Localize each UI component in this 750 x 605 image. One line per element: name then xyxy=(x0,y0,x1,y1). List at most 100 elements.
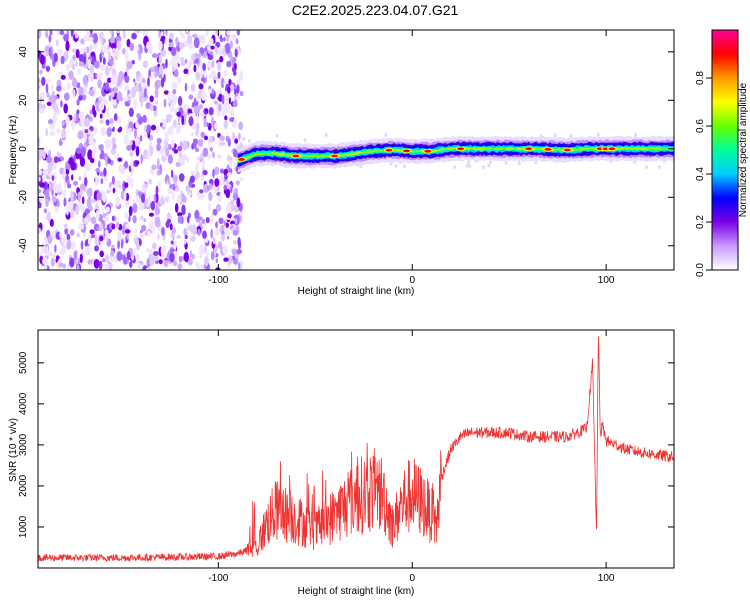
ridge-hotspot xyxy=(331,154,339,158)
noise-speckle xyxy=(157,40,163,51)
noise-speckle xyxy=(65,206,69,216)
noise-speckle xyxy=(98,96,103,102)
noise-speckle xyxy=(67,183,72,189)
noise-speckle xyxy=(42,150,46,160)
noise-speckle xyxy=(220,224,225,231)
noise-speckle xyxy=(191,124,196,130)
noise-speckle xyxy=(150,200,156,211)
noise-speckle xyxy=(194,147,200,153)
colorbar-tick-label: 0.4 xyxy=(695,167,706,181)
noise-speckle xyxy=(205,30,209,37)
noise-speckle xyxy=(210,228,214,239)
noise-speckle xyxy=(108,95,112,102)
noise-speckle xyxy=(62,189,67,199)
noise-speckle xyxy=(220,234,226,242)
noise-speckle xyxy=(141,224,147,232)
noise-speckle xyxy=(105,254,109,263)
noise-speckle xyxy=(46,92,50,98)
noise-speckle xyxy=(167,154,173,164)
noise-speckle xyxy=(98,144,104,151)
noise-speckle xyxy=(135,145,140,157)
noise-speckle xyxy=(136,243,140,251)
noise-speckle xyxy=(160,245,166,257)
noise-speckle xyxy=(139,203,145,209)
noise-speckle xyxy=(87,36,94,42)
noise-speckle xyxy=(181,204,186,216)
noise-speckle xyxy=(215,204,222,212)
noise-speckle xyxy=(117,157,123,162)
noise-speckle xyxy=(179,42,185,50)
noise-speckle xyxy=(389,161,393,166)
noise-speckle xyxy=(87,135,94,146)
noise-speckle xyxy=(209,147,213,152)
noise-speckle xyxy=(116,30,121,34)
noise-speckle xyxy=(87,59,92,69)
noise-speckle xyxy=(174,203,179,213)
snr-y-tick-label: 1000 xyxy=(18,515,29,538)
ridge-hotspot xyxy=(457,147,465,151)
noise-speckle xyxy=(120,238,124,249)
noise-speckle xyxy=(45,246,49,257)
noise-speckle xyxy=(193,64,197,73)
noise-speckle xyxy=(324,133,328,137)
noise-speckle xyxy=(151,169,155,175)
noise-speckle xyxy=(217,45,224,56)
noise-speckle xyxy=(131,87,136,98)
snr-panel: -100 0 100 1000 2000 3000 4000 5000 Height of … xyxy=(8,329,675,597)
noise-speckle xyxy=(394,163,398,168)
noise-speckle xyxy=(106,158,112,164)
noise-speckle xyxy=(104,215,110,222)
noise-speckle xyxy=(136,113,141,119)
noise-speckle xyxy=(80,240,84,250)
noise-speckle xyxy=(106,189,111,194)
noise-speckle xyxy=(453,165,457,170)
noise-speckle xyxy=(170,47,177,56)
noise-speckle xyxy=(504,160,508,165)
noise-speckle xyxy=(52,112,58,123)
noise-speckle xyxy=(205,217,210,224)
noise-speckle xyxy=(71,48,77,53)
noise-speckle xyxy=(75,113,79,125)
noise-speckle xyxy=(68,70,74,80)
noise-speckle xyxy=(169,102,175,113)
colorbar: 0.0 0.2 0.4 0.6 0.8 Normalized spectral ampl… xyxy=(695,29,749,277)
noise-speckle xyxy=(159,197,165,206)
noise-speckle xyxy=(176,235,181,239)
noise-speckle xyxy=(230,220,236,225)
noise-speckle xyxy=(194,105,200,115)
noise-speckle xyxy=(42,257,49,265)
noise-speckle xyxy=(118,126,123,132)
noise-speckle xyxy=(71,63,76,71)
noise-speckle xyxy=(84,177,88,187)
noise-speckle xyxy=(90,216,97,225)
noise-speckle xyxy=(90,116,93,123)
noise-speckle xyxy=(110,249,115,258)
noise-speckle xyxy=(132,202,138,214)
noise-speckle xyxy=(155,185,159,196)
noise-speckle xyxy=(107,77,112,83)
noise-speckle xyxy=(92,126,98,134)
noise-speckle xyxy=(165,148,170,157)
noise-speckle xyxy=(64,92,70,101)
noise-speckle xyxy=(100,44,107,53)
noise-speckle xyxy=(88,129,91,135)
noise-speckle xyxy=(122,225,125,236)
noise-speckle xyxy=(83,47,87,53)
noise-speckle xyxy=(105,119,110,126)
colorbar-label: Normalized spectral amplitude xyxy=(738,82,749,217)
noise-speckle xyxy=(179,30,183,36)
noise-speckle xyxy=(54,206,60,212)
noise-speckle xyxy=(219,55,224,63)
noise-speckle xyxy=(197,138,204,148)
noise-speckle xyxy=(227,156,233,161)
noise-speckle xyxy=(56,151,60,157)
noise-speckle xyxy=(191,224,197,236)
noise-speckle xyxy=(221,230,225,236)
noise-speckle xyxy=(151,53,158,58)
noise-speckle xyxy=(53,102,58,113)
noise-speckle xyxy=(77,68,82,75)
noise-speckle xyxy=(104,139,108,144)
noise-speckle xyxy=(210,213,214,224)
noise-speckle xyxy=(85,162,91,172)
noise-speckle xyxy=(49,218,54,227)
